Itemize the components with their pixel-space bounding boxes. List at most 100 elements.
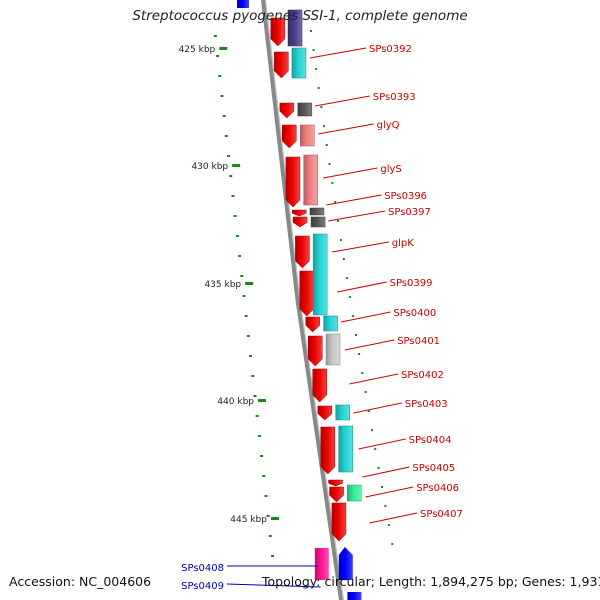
- scale-dot: [216, 55, 220, 57]
- scale-dot: [253, 395, 257, 397]
- scale-dot: [227, 155, 231, 157]
- scale-dot: [264, 495, 268, 497]
- gene-arrow-forward: [270, 17, 286, 47]
- gene-label: glyQ: [377, 120, 400, 131]
- outer-scale-dot: [339, 239, 342, 241]
- cog-block: [297, 102, 313, 117]
- scale-dot: [222, 115, 226, 117]
- gene-arrow-reverse: [338, 547, 353, 580]
- gene-arrow-forward: [282, 124, 297, 149]
- scale-dot: [262, 475, 266, 477]
- gene-block-reverse: [314, 548, 329, 580]
- gene-label: SPs0396: [384, 191, 427, 202]
- scale-dot: [220, 95, 224, 97]
- outer-scale-dot: [331, 182, 334, 184]
- outer-scale-dot: [377, 467, 380, 469]
- outer-scale-dot: [325, 144, 328, 146]
- scale-major-tick: [245, 282, 254, 285]
- cog-block: [310, 216, 326, 228]
- outer-scale-dot: [317, 87, 320, 89]
- scale-dot: [266, 515, 270, 517]
- scale-dot: [246, 335, 250, 337]
- label-leader-line: [332, 241, 389, 253]
- scale-dot: [218, 75, 222, 77]
- label-leader-line: [344, 339, 395, 351]
- gene-arrow-forward: [291, 209, 307, 217]
- cog-block: [338, 425, 353, 473]
- gene-label: SPs0392: [369, 44, 412, 55]
- outer-scale-dot: [361, 372, 364, 374]
- map-title: Streptococcus pyogenes SSI-1, complete g…: [132, 8, 468, 24]
- label-leader-line: [349, 373, 399, 385]
- outer-scale-dot: [342, 258, 345, 260]
- gene-arrow-forward: [317, 405, 333, 421]
- label-leader-line: [340, 311, 391, 323]
- gene-label: SPs0399: [390, 278, 433, 289]
- outer-scale-dot: [320, 106, 323, 108]
- scale-dot: [260, 455, 264, 457]
- gene-arrow-forward: [329, 486, 344, 503]
- outer-scale-dot: [312, 49, 315, 51]
- label-leader-line: [328, 210, 386, 222]
- gene-arrow-forward: [274, 51, 289, 79]
- label-leader-line: [362, 466, 410, 478]
- label-leader-line: [365, 486, 414, 498]
- outer-scale-dot: [315, 68, 318, 70]
- outer-scale-dot: [351, 315, 354, 317]
- cog-block: [347, 484, 362, 502]
- scale-dot: [233, 215, 237, 217]
- gene-label: SPs0393: [373, 92, 416, 103]
- gene-label: SPs0400: [393, 308, 436, 319]
- outer-scale-dot: [323, 125, 326, 127]
- gene-label: glyS: [380, 164, 401, 175]
- gene-label: SPs0404: [409, 435, 452, 446]
- outer-scale-dot: [354, 334, 357, 336]
- scale-label: 440 kbp: [217, 397, 254, 407]
- label-leader-line: [318, 123, 374, 135]
- cog-block: [335, 404, 350, 421]
- cog-block: [323, 315, 338, 332]
- scale-dot: [240, 275, 244, 277]
- gene-arrow-forward: [279, 102, 295, 119]
- gene-label: SPs0407: [420, 509, 463, 520]
- scale-dot: [224, 135, 228, 137]
- gene-label: glpK: [392, 238, 414, 249]
- gene-label: SPs0401: [397, 336, 440, 347]
- outer-scale-dot: [358, 353, 361, 355]
- gene-arrow-forward: [312, 368, 327, 403]
- cog-block: [303, 154, 318, 206]
- topology-text: Topology: circular; Length: 1,894,275 bp…: [262, 574, 600, 589]
- scale-dot: [255, 415, 259, 417]
- scale-dot: [231, 195, 235, 197]
- gene-arrow-forward: [307, 335, 323, 367]
- outer-scale-dot: [334, 201, 337, 203]
- label-leader-line: [369, 512, 418, 524]
- cog-block: [325, 333, 341, 366]
- scale-dot: [251, 375, 255, 377]
- outer-scale-dot: [337, 220, 340, 222]
- gene-arrow-reverse: [347, 592, 362, 600]
- scale-dot: [244, 315, 248, 317]
- scale-label: 430 kbp: [191, 162, 228, 172]
- scale-dot: [249, 355, 253, 357]
- scale-dot: [213, 35, 217, 37]
- scale-label: 425 kbp: [179, 45, 216, 55]
- outer-scale-dot: [345, 277, 348, 279]
- label-leader-line: [323, 167, 378, 179]
- outer-scale-dot: [309, 30, 312, 32]
- cog-block: [291, 47, 307, 79]
- scale-major-tick: [258, 399, 266, 402]
- scale-major-tick: [219, 47, 228, 50]
- cog-block: [300, 124, 315, 147]
- cog-block: [287, 9, 303, 47]
- label-leader-line: [358, 438, 406, 450]
- label-leader-line: [314, 95, 370, 107]
- scale-dot: [229, 175, 233, 177]
- scale-dot: [242, 295, 246, 297]
- gene-arrow-forward: [320, 426, 336, 475]
- label-leader-line: [353, 402, 402, 414]
- label-leader-line: [226, 583, 321, 588]
- cog-block: [309, 207, 325, 216]
- label-leader-line: [309, 47, 367, 59]
- gene-arrow-reverse: [237, 0, 249, 8]
